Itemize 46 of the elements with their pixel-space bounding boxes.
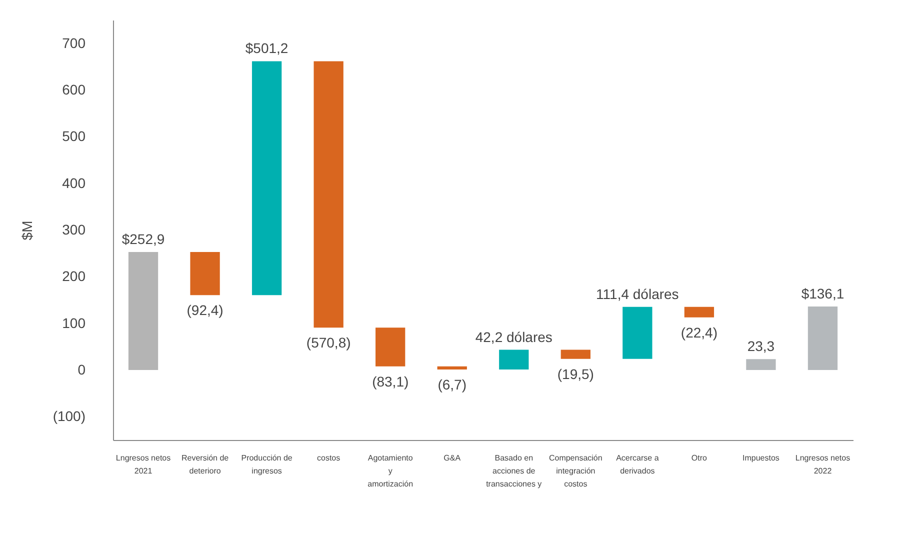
bar: [808, 306, 838, 370]
data-label: $136,1: [801, 285, 844, 302]
x-tick-label: Acercarse a derivados: [616, 454, 660, 476]
bar: [314, 61, 344, 328]
y-tick-label: 600: [62, 82, 86, 98]
bar: [499, 350, 529, 370]
x-tick-label: Reversión de deterioro: [181, 454, 230, 476]
data-label: (570,8): [306, 334, 351, 351]
x-tick-label: Lngresos netos 2022: [795, 454, 850, 476]
data-label: (6,7): [438, 376, 467, 392]
bar: [437, 366, 467, 370]
bar: [560, 350, 590, 359]
bar: [128, 252, 158, 370]
data-label: $501,2: [245, 40, 288, 56]
y-tick-label: (100): [52, 408, 86, 424]
bar: [684, 306, 714, 318]
bar: [190, 252, 220, 296]
y-tick-label: 100: [62, 314, 86, 331]
bar: [252, 61, 282, 296]
data-label: (19,5): [557, 366, 594, 382]
bar: [622, 306, 652, 359]
data-label: 111,4 dólares: [596, 286, 679, 302]
data-label: 42,2 dólares: [475, 328, 552, 345]
y-tick-label: 700: [62, 34, 86, 51]
y-tick-label: 0: [78, 362, 86, 378]
y-tick-label: 300: [62, 222, 86, 238]
data-label: $252,9: [122, 230, 165, 247]
data-label: (22,4): [680, 324, 718, 340]
x-tick-label: Producción de ingresos: [241, 454, 293, 476]
y-tick-label: 200: [62, 268, 86, 284]
bar: [376, 328, 406, 366]
y-tick-label: 400: [62, 174, 86, 191]
data-label: (83,1): [372, 373, 409, 390]
x-tick-label: Impuestos: [742, 454, 780, 462]
x-tick-label: costos: [317, 454, 340, 462]
bar: [746, 359, 776, 370]
x-tick-label: G&A: [444, 454, 462, 462]
x-tick-label: Otro: [691, 454, 708, 462]
y-axis-title: $M: [18, 220, 35, 240]
y-tick-label: 500: [62, 128, 86, 144]
data-label: 23,3: [747, 338, 775, 354]
data-label: (92,4): [186, 302, 224, 318]
x-tick-label: Lngresos netos 2021: [116, 454, 171, 476]
x-tick-label: Basado en acciones de transacciones y: [486, 454, 542, 488]
x-tick-label: Compensación integración costos: [548, 454, 602, 488]
x-tick-label: Agotamiento y amortización: [368, 454, 414, 488]
